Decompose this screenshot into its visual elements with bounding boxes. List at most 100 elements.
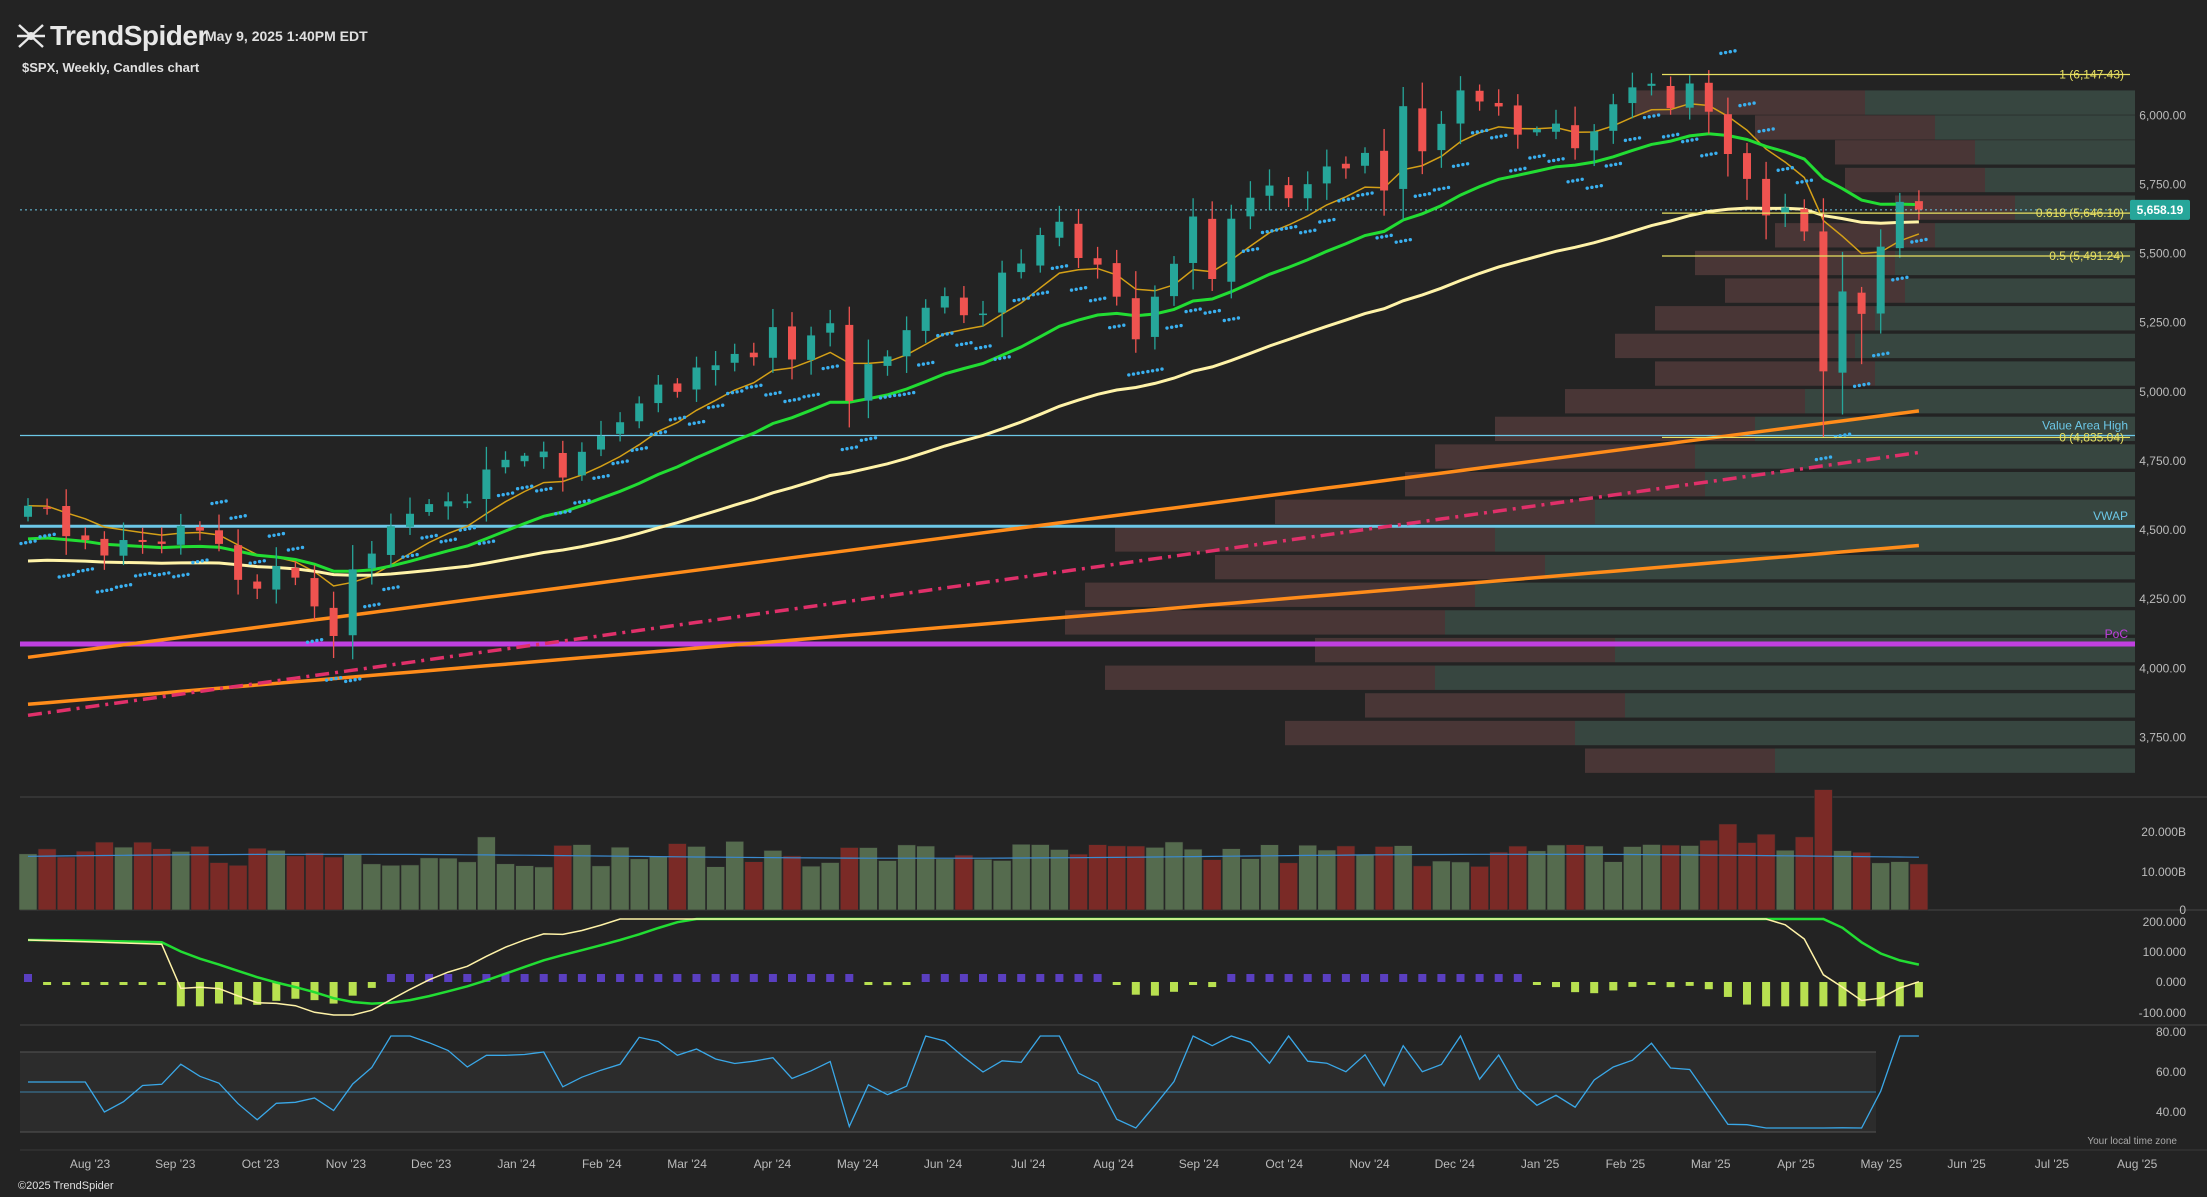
psar-dot: [945, 332, 949, 336]
volume-bar: [1680, 845, 1699, 911]
volume-bar: [1164, 841, 1184, 911]
volume-bar: [744, 861, 764, 911]
psar-dot: [1805, 179, 1809, 183]
psar-dot: [1905, 275, 1909, 280]
volume-bar: [916, 845, 936, 911]
time-tick-label: Jul '25: [2035, 1157, 2070, 1171]
psar-dot: [491, 539, 496, 543]
psar-dot: [1150, 369, 1155, 373]
volume-profile-up-bar: [1975, 140, 2135, 165]
psar-dot: [363, 604, 367, 609]
psar-dot: [1561, 157, 1565, 161]
psar-dot: [1232, 317, 1236, 321]
psar-dot: [716, 404, 720, 408]
volume-profile-up-bar: [1695, 444, 2135, 469]
candles[interactable]: [24, 70, 1923, 660]
psar-dot: [687, 422, 692, 426]
volume-tick-label: 0: [2179, 903, 2186, 917]
psar-dot: [329, 677, 333, 682]
candle-body: [1150, 296, 1159, 337]
macd-tick-label: 100.000: [2143, 945, 2187, 959]
macd-histogram-bar: [1456, 974, 1465, 982]
psar-dot: [105, 588, 109, 593]
volume-bar: [1909, 863, 1929, 911]
candle-body: [1112, 263, 1121, 297]
macd-histogram-bar: [1800, 982, 1809, 1007]
psar-dot: [1661, 135, 1666, 139]
psar-dot: [1299, 230, 1303, 235]
volume-bar: [343, 853, 363, 911]
psar-dot: [1241, 249, 1246, 253]
macd-histogram-bar: [921, 974, 930, 982]
psar-dot: [1862, 382, 1866, 387]
volume-average-line: [27, 853, 1919, 859]
psar-dot: [477, 541, 482, 546]
macd-histogram-bar: [1074, 974, 1083, 982]
candle-body: [1819, 231, 1828, 372]
candle-body: [1857, 292, 1866, 314]
candle-body: [597, 436, 605, 450]
psar-dot: [1528, 156, 1532, 160]
macd-histogram-bar: [1112, 982, 1121, 985]
psar-dot: [38, 535, 42, 539]
volume-bar: [76, 850, 95, 911]
psar-dot: [215, 500, 219, 505]
psar-dot: [936, 333, 940, 338]
volume-profile-up-bar: [1895, 250, 2135, 276]
candle-body: [673, 383, 682, 392]
volume-bar: [1298, 844, 1317, 911]
psar-dot: [1112, 325, 1117, 329]
psar-dot: [1762, 128, 1766, 133]
psar-dot: [692, 421, 696, 425]
candle-body: [1341, 163, 1350, 169]
psar-dot: [1532, 155, 1537, 159]
chart-subtitle: $SPX, Weekly, Candles chart: [22, 60, 200, 75]
psar-dot: [1461, 162, 1465, 167]
psar-dot: [1451, 164, 1456, 168]
psar-dot: [219, 500, 224, 504]
psar-dot: [472, 525, 477, 530]
candle-body: [1456, 90, 1465, 124]
volume-bar: [228, 865, 248, 911]
psar-dot: [563, 510, 567, 514]
macd-histogram-bar: [62, 982, 71, 985]
volume-profile-down-bar: [1405, 472, 1705, 497]
psar-dot: [272, 533, 276, 537]
macd-histogram-bar: [1704, 982, 1713, 990]
psar-dot: [181, 573, 185, 577]
volume-bar: [782, 855, 802, 911]
psar-dot: [1628, 137, 1632, 142]
time-tick-label: Jun '25: [1947, 1157, 1986, 1171]
candle-body: [195, 527, 204, 531]
candle-body: [291, 567, 300, 578]
psar-dot: [1556, 157, 1561, 162]
psar-dot: [1083, 285, 1088, 290]
time-axis[interactable]: Aug '23 Sep '23 Oct '23 Nov '23 Dec '23 Jan '…: [20, 1149, 2207, 1171]
macd-histogram-bar: [864, 982, 873, 985]
psar-dot: [912, 390, 916, 395]
macd-histogram-bar: [1590, 982, 1599, 994]
psar-dot: [1222, 318, 1227, 323]
candle-body: [1475, 90, 1484, 102]
volume-bar: [1623, 846, 1642, 911]
psar-dot: [816, 392, 820, 397]
psar-dot: [262, 559, 266, 563]
macd-histogram-bar: [157, 982, 166, 985]
psar-dot: [19, 541, 23, 546]
psar-dot: [310, 639, 314, 644]
psar-dot: [1714, 151, 1718, 155]
psar-dot: [1093, 298, 1098, 302]
macd-histogram-bar: [807, 974, 816, 982]
volume-bar: [1050, 849, 1069, 911]
volume-profile-down-bar: [1065, 610, 1445, 635]
candle-body: [406, 513, 414, 527]
volume-profile-up-bar: [1435, 665, 2135, 690]
candle-body: [501, 459, 510, 468]
price-axis[interactable]: 6,000.00 5,750.00 5,500.00 5,250.00 5,000.00…: [2130, 108, 2190, 744]
psar-dot: [1012, 298, 1016, 303]
macd-histogram-bar: [1475, 974, 1484, 982]
psar-dot: [1910, 240, 1914, 244]
volume-bar: [1871, 862, 1890, 911]
psar-dot: [86, 568, 90, 572]
